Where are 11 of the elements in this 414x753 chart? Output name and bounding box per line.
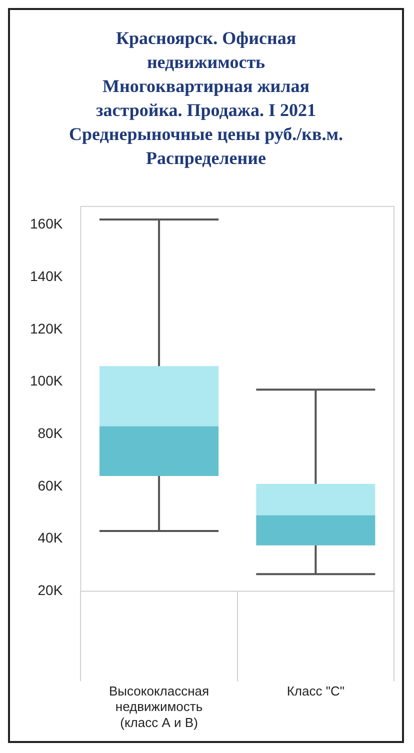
y-tick-label: 80K [38,425,64,441]
y-tick-label: 100K [30,372,64,389]
y-tick-label: 140K [30,268,64,284]
x-tick-label: Высококлассная недвижимость (класс А и В) [108,684,210,730]
y-tick-label: 20K [38,582,64,598]
x-tick-label: Класс "С" [286,684,345,699]
chart-title: Красноярск. Офисная недвижимость Многоквартирная жилая застройка. Продажа. I 2021 Среднерыночные цены руб./кв.м. Распределение [68,27,344,170]
y-tick-label: 60K [38,477,64,494]
y-tick-label: 160K [30,216,64,232]
y-tick-label: 120K [30,320,64,336]
y-tick-label: 40K [38,530,64,546]
